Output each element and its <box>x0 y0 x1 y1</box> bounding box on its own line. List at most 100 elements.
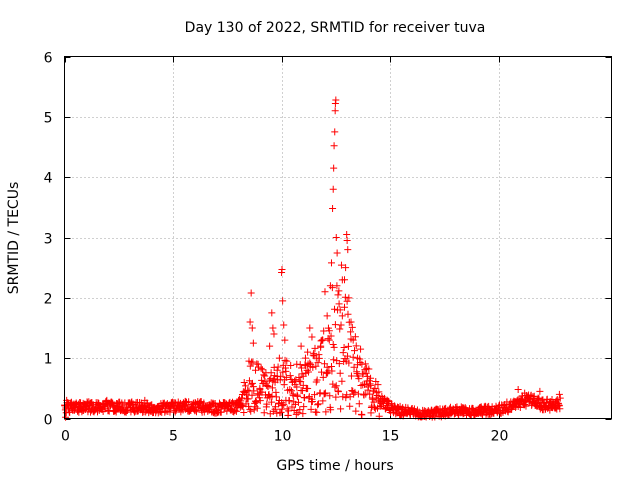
data-point <box>260 409 268 417</box>
data-point <box>332 234 340 241</box>
data-point <box>325 327 333 335</box>
data-point <box>356 359 364 367</box>
data-point <box>281 336 289 344</box>
data-point <box>341 303 349 311</box>
data-point <box>256 384 264 392</box>
y-tick-label: 4 <box>44 171 53 187</box>
y-tick-label: 6 <box>44 51 53 67</box>
data-point <box>301 354 309 362</box>
data-point <box>332 393 340 401</box>
data-point <box>245 402 253 410</box>
data-point <box>257 364 265 372</box>
data-point <box>336 369 344 377</box>
data-point <box>268 309 276 317</box>
data-point <box>269 324 277 332</box>
data-point <box>274 363 282 371</box>
data-point <box>346 402 354 410</box>
data-point <box>556 405 564 413</box>
data-point <box>555 390 563 398</box>
data-point <box>354 354 362 362</box>
data-point <box>275 354 283 362</box>
data-point <box>556 394 564 402</box>
data-point <box>343 297 351 305</box>
data-point <box>351 388 359 396</box>
data-point <box>355 375 363 383</box>
data-point <box>304 368 312 376</box>
data-point <box>304 348 312 356</box>
data-point <box>347 328 355 336</box>
data-point <box>317 342 325 350</box>
chart-title: Day 130 of 2022, SRMTID for receiver tuv… <box>185 20 486 36</box>
data-point <box>344 342 352 350</box>
data-point <box>345 359 353 367</box>
data-point <box>366 390 374 398</box>
data-point <box>252 399 260 407</box>
data-point <box>297 342 305 350</box>
data-point <box>326 282 334 290</box>
data-point <box>273 366 281 374</box>
data-point <box>335 300 343 308</box>
data-point <box>335 360 343 368</box>
data-point <box>336 325 344 333</box>
data-point <box>306 324 314 332</box>
data-points <box>61 96 564 421</box>
data-point <box>328 367 336 375</box>
data-point <box>280 321 288 329</box>
data-point <box>330 164 338 172</box>
data-point <box>327 332 335 340</box>
data-point <box>337 321 345 329</box>
data-point <box>290 406 298 414</box>
data-point <box>62 413 70 421</box>
data-point <box>351 347 358 355</box>
data-point <box>307 405 315 413</box>
data-point <box>347 372 355 380</box>
data-point <box>248 391 256 399</box>
data-point <box>333 249 341 257</box>
data-point <box>336 306 344 314</box>
data-point <box>331 128 339 136</box>
data-point <box>314 359 322 367</box>
data-point <box>293 383 301 391</box>
data-point <box>347 318 355 326</box>
data-point <box>300 403 308 411</box>
data-point <box>287 361 295 369</box>
data-point <box>297 378 305 386</box>
data-point <box>333 282 341 290</box>
data-point <box>304 384 312 392</box>
data-point <box>521 389 529 397</box>
data-point <box>258 376 266 384</box>
data-point <box>247 407 255 415</box>
data-point <box>343 230 351 238</box>
data-point <box>337 405 345 413</box>
data-point <box>239 388 247 396</box>
y-tick-label: 0 <box>44 413 53 429</box>
data-point <box>334 291 342 299</box>
data-point <box>365 365 373 373</box>
data-point <box>335 287 343 295</box>
data-point <box>249 339 257 347</box>
data-point <box>344 310 352 318</box>
data-point <box>313 408 321 416</box>
data-point <box>374 381 382 389</box>
x-tick-label: 0 <box>61 429 70 445</box>
data-point <box>268 384 276 392</box>
data-point <box>329 205 337 213</box>
data-point <box>271 378 279 386</box>
data-point <box>322 408 330 416</box>
data-point <box>294 409 302 417</box>
data-point <box>282 373 290 381</box>
data-point <box>348 323 356 331</box>
data-point <box>272 393 280 401</box>
axis-ticks: 0 1 2 3 4 5 6 0 5 10 15 20 <box>44 51 612 445</box>
data-point <box>298 364 306 372</box>
data-point <box>268 392 276 400</box>
data-point <box>357 345 365 353</box>
data-point <box>313 376 321 384</box>
data-point <box>286 386 294 394</box>
data-point <box>321 389 329 397</box>
data-point <box>342 264 350 272</box>
data-point <box>282 367 290 375</box>
data-point <box>319 336 327 344</box>
data-point <box>331 383 339 391</box>
data-point <box>249 358 257 366</box>
